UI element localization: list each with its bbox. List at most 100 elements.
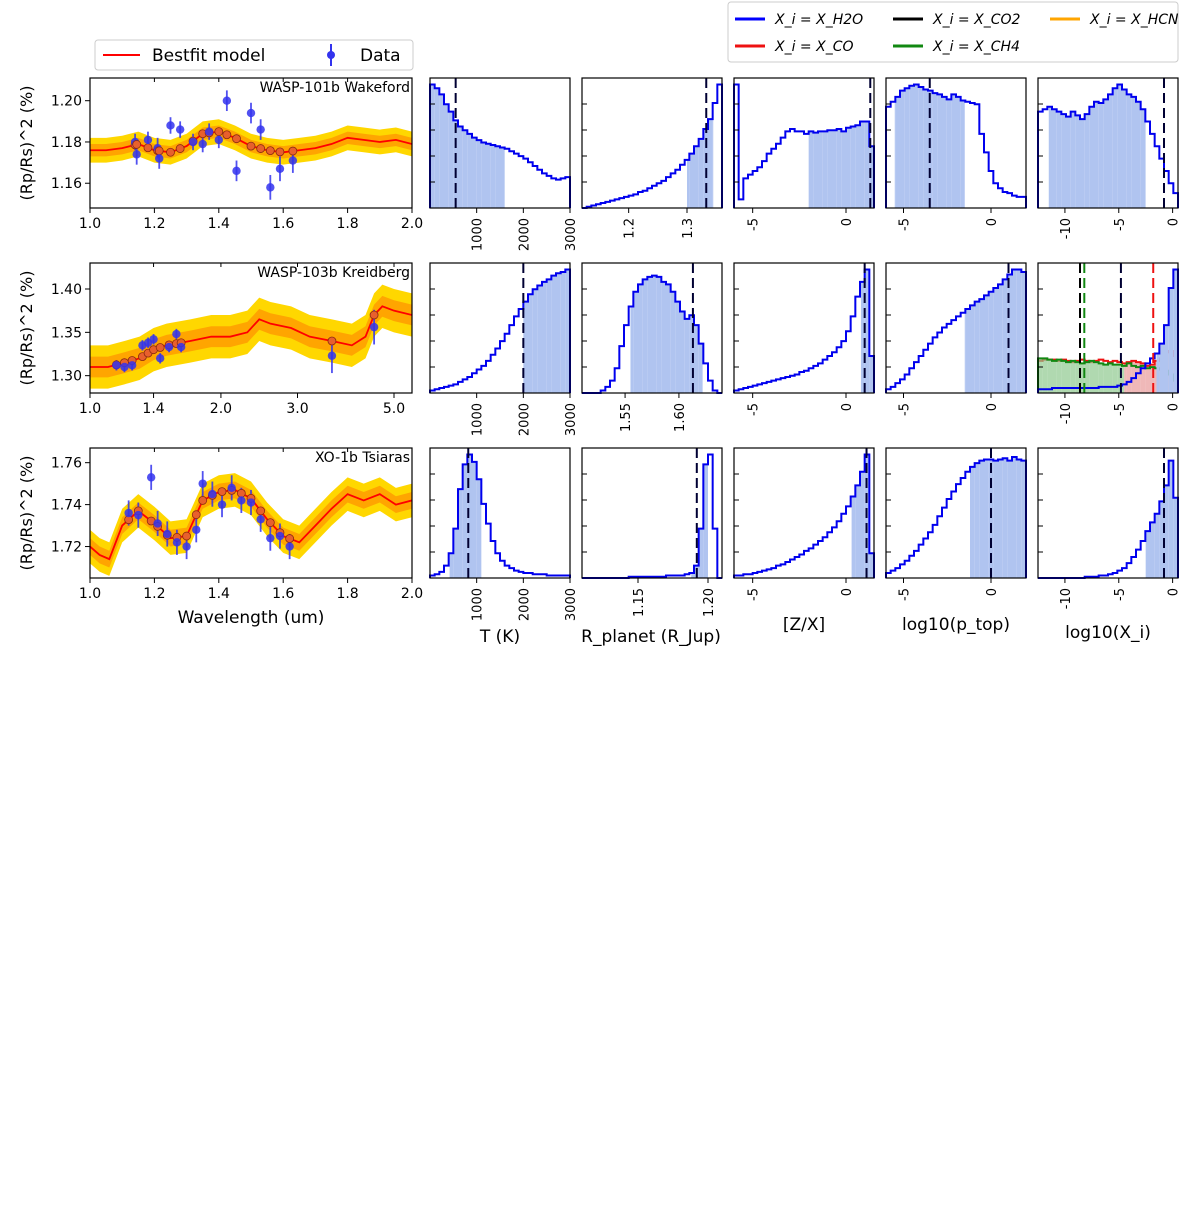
spectrum-frame bbox=[89, 262, 413, 394]
posterior-hist-fill bbox=[675, 301, 680, 393]
posterior-hist-fill bbox=[855, 485, 860, 578]
binned-model-point bbox=[265, 518, 275, 528]
legend-h2o-label: X_i = X_H2O bbox=[774, 12, 863, 28]
x-tick-label: 2000 bbox=[517, 403, 532, 436]
x-tick-label: -10 bbox=[1059, 403, 1074, 424]
posterior-hist-fill bbox=[984, 459, 989, 578]
posterior-hist-fill bbox=[1173, 269, 1178, 393]
posterior-hist-fill bbox=[979, 299, 984, 393]
posterior-hist-fill bbox=[1070, 111, 1076, 208]
overlay-hist-fill bbox=[1150, 364, 1155, 393]
spectrum-ylabel-row2: (Rp/Rs)^2 (%) bbox=[17, 456, 36, 571]
histogram-r1-c4: -10 -5 0 bbox=[1037, 262, 1182, 424]
posterior-hist-fill bbox=[827, 130, 832, 208]
data-point bbox=[217, 500, 227, 509]
posterior-hist-fill bbox=[458, 126, 463, 208]
x-tick-label: 1.55 bbox=[619, 403, 634, 432]
binned-model-point bbox=[232, 134, 241, 144]
binned-model-point bbox=[236, 488, 246, 498]
x-tick-label: 3.0 bbox=[286, 401, 308, 417]
x-tick-label: -5 bbox=[1113, 403, 1128, 416]
x-tick-label: -5 bbox=[898, 588, 913, 601]
posterior-hist-fill bbox=[904, 88, 910, 208]
spectrum-title: XO-1b Tsiaras bbox=[315, 450, 410, 466]
histogram-r1-c1: 1.55 1.60 bbox=[581, 262, 723, 432]
data-point bbox=[214, 135, 223, 145]
posterior-hist-fill bbox=[476, 479, 482, 578]
binned-model-point bbox=[166, 147, 175, 157]
data-point bbox=[288, 156, 298, 165]
overlay-hist-fill bbox=[1098, 363, 1104, 393]
data-point bbox=[127, 361, 137, 370]
data-point bbox=[155, 154, 164, 163]
spectrum-frame bbox=[89, 77, 413, 209]
posterior-hist-fill bbox=[647, 276, 652, 393]
posterior-hist-fill bbox=[937, 94, 942, 208]
x-tick-label: 1.0 bbox=[79, 216, 101, 232]
posterior-hist-fill bbox=[851, 496, 856, 578]
x-tick-label: -10 bbox=[1059, 588, 1074, 609]
x-tick-label: -5 bbox=[747, 588, 762, 601]
posterior-hist-fill bbox=[1159, 501, 1164, 578]
spectrum-panel-row2: XO-1b Tsiaras 1.0 1.2 1.4 1.6 1.8 2.0 1.72 1.74 1… bbox=[51, 447, 423, 602]
histogram-r1-c3: -5 0 bbox=[885, 262, 1027, 416]
posterior-hist-fill bbox=[656, 276, 662, 393]
overlay-hist-fill bbox=[1047, 359, 1052, 393]
x-tick-label: 0 bbox=[1167, 218, 1182, 226]
histogram-r0-c4: -10 -5 0 bbox=[1037, 77, 1182, 239]
data-point bbox=[124, 508, 133, 518]
legend-hcn-label: X_i = X_HCN bbox=[1089, 12, 1179, 28]
posterior-hist-fill bbox=[430, 84, 435, 208]
x-tick-label: 1.6 bbox=[272, 216, 294, 232]
hist-xlabel-3: log10(p_top) bbox=[902, 615, 1010, 635]
overlay-hist-fill bbox=[1080, 363, 1085, 393]
overlay-hist-fill bbox=[1126, 362, 1132, 393]
posterior-hist-fill bbox=[988, 459, 994, 578]
overlay-hist-fill bbox=[1112, 364, 1118, 393]
x-tick-label: 0 bbox=[840, 218, 855, 226]
posterior-hist-fill bbox=[694, 325, 699, 393]
histogram-r1-c2: -5 0 bbox=[733, 262, 875, 416]
legend-data-label: Data bbox=[360, 46, 401, 66]
histogram-r0-c3: -5 0 bbox=[885, 77, 1027, 231]
histogram-frame bbox=[885, 262, 1027, 394]
posterior-hist-fill bbox=[850, 126, 856, 208]
posterior-hist-outline bbox=[429, 268, 571, 393]
overlay-hist-fill bbox=[1070, 360, 1076, 393]
data-point bbox=[227, 483, 236, 493]
band-outer bbox=[90, 473, 412, 576]
posterior-hist-fill bbox=[1122, 89, 1127, 208]
overlay-hist-outline bbox=[1037, 357, 1179, 393]
posterior-hist-fill bbox=[869, 146, 874, 208]
posterior-hist-fill bbox=[1168, 288, 1174, 393]
posterior-hist-fill bbox=[439, 94, 444, 208]
posterior-hist-fill bbox=[703, 464, 708, 578]
spectrum-panel-row1: WASP-103b Kreidberg 1.0 1.4 2.0 3.0 5.0 1.30 1.… bbox=[51, 262, 413, 417]
posterior-hist-fill bbox=[1089, 106, 1094, 208]
binned-model-point bbox=[327, 336, 337, 346]
histogram-frame bbox=[885, 447, 1027, 579]
overlay-hist-fill bbox=[1084, 362, 1090, 393]
posterior-hist-fill bbox=[1145, 531, 1150, 578]
posterior-hist-fill bbox=[979, 460, 984, 578]
histogram-r2-c2: -5 0 bbox=[733, 447, 875, 601]
posterior-hist-fill bbox=[1164, 485, 1169, 578]
posterior-hist-fill bbox=[942, 96, 947, 208]
posterior-hist-fill bbox=[546, 279, 552, 393]
posterior-hist-fill bbox=[923, 89, 928, 208]
posterior-hist-fill bbox=[1012, 456, 1017, 578]
data-point bbox=[163, 529, 172, 539]
x-tick-label: 1000 bbox=[471, 588, 486, 621]
x-tick-label: 2.0 bbox=[401, 586, 423, 602]
x-tick-label: 0 bbox=[1167, 588, 1182, 596]
data-point bbox=[172, 538, 182, 547]
binned-model-point bbox=[369, 310, 379, 320]
posterior-hist-fill bbox=[472, 137, 477, 208]
x-tick-label: 0 bbox=[1167, 403, 1182, 411]
posterior-hist-fill bbox=[836, 128, 842, 208]
posterior-hist-outline bbox=[733, 453, 875, 578]
overlay-hist-fill bbox=[1066, 362, 1071, 393]
binned-model-point bbox=[175, 144, 185, 153]
binned-model-point bbox=[155, 343, 165, 352]
x-tick-label: -5 bbox=[1113, 218, 1128, 231]
